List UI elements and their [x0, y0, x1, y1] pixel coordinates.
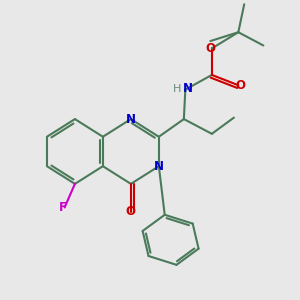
Text: H: H — [173, 84, 181, 94]
Text: O: O — [126, 205, 136, 218]
Text: O: O — [236, 79, 246, 92]
Text: F: F — [59, 201, 67, 214]
Text: N: N — [183, 82, 193, 95]
Text: N: N — [154, 160, 164, 173]
Text: O: O — [206, 42, 215, 55]
Text: N: N — [126, 112, 136, 126]
